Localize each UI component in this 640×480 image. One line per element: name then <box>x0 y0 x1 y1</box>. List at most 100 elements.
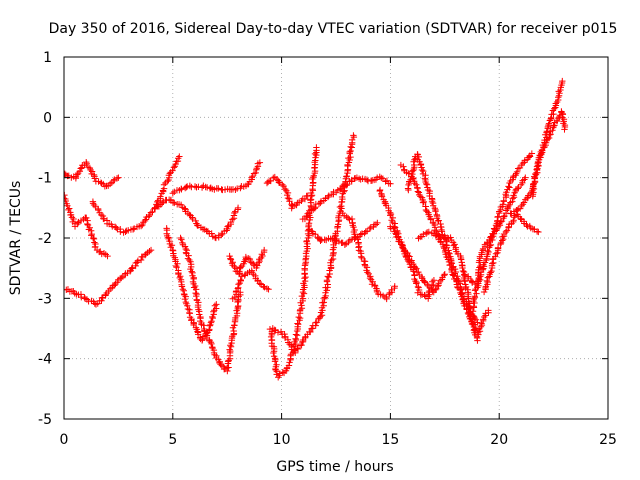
data-point <box>423 281 431 288</box>
x-tick-label: 15 <box>381 432 399 448</box>
data-point <box>451 241 458 248</box>
data-point <box>231 322 238 329</box>
data-point <box>182 298 190 306</box>
data-point <box>480 313 488 321</box>
series-arc-q <box>376 186 448 296</box>
data-point <box>309 175 316 183</box>
data-point <box>545 121 552 129</box>
chart-title: Day 350 of 2016, Sidereal Day-to-day VTE… <box>49 21 618 37</box>
y-tick-label: 1 <box>43 50 52 66</box>
series-arc-a <box>64 158 122 190</box>
y-tick-label: -5 <box>38 412 52 428</box>
data-point <box>77 165 84 172</box>
data-point <box>387 210 395 218</box>
data-point <box>520 199 528 206</box>
data-point <box>485 307 492 314</box>
data-point <box>113 224 120 231</box>
data-point <box>433 285 440 293</box>
series-arc-s <box>397 161 492 338</box>
data-point <box>552 100 560 107</box>
data-point <box>420 231 427 238</box>
data-point <box>313 144 320 151</box>
data-point <box>225 357 232 364</box>
data-point <box>459 267 467 275</box>
data-point <box>491 253 499 260</box>
data-point <box>404 257 412 265</box>
data-point <box>340 188 347 195</box>
data-point <box>378 193 386 200</box>
data-point <box>398 241 405 248</box>
data-point <box>176 153 183 160</box>
data-point <box>300 290 308 297</box>
data-point <box>366 274 374 282</box>
data-point <box>313 319 320 326</box>
data-point <box>159 199 166 207</box>
x-tick-label: 0 <box>60 432 69 448</box>
data-point <box>146 248 153 255</box>
data-point <box>84 220 91 228</box>
x-axis-label: GPS time / hours <box>276 459 393 475</box>
data-point <box>111 176 118 183</box>
data-point <box>441 271 448 278</box>
data-point <box>91 175 98 182</box>
series-arc-g <box>177 234 244 375</box>
data-point <box>550 122 557 130</box>
data-point <box>265 286 272 293</box>
data-point <box>350 132 357 139</box>
data-point <box>134 257 142 265</box>
data-point <box>347 153 354 161</box>
data-point <box>179 286 187 293</box>
data-point <box>128 265 135 272</box>
data-point <box>435 217 442 224</box>
data-point <box>311 150 319 158</box>
data-point <box>276 370 284 377</box>
data-point <box>188 214 196 221</box>
data-point <box>336 186 344 193</box>
data-point <box>215 185 222 192</box>
data-point <box>336 203 344 211</box>
data-point <box>516 205 524 212</box>
data-point <box>294 345 301 352</box>
data-point <box>307 197 314 204</box>
data-point <box>88 230 96 238</box>
data-point <box>411 180 418 187</box>
data-point <box>357 231 364 238</box>
data-point <box>171 188 178 196</box>
data-point <box>500 197 507 204</box>
data-point <box>199 336 206 343</box>
data-point <box>248 174 256 181</box>
data-point <box>428 198 436 205</box>
data-point <box>169 190 177 197</box>
data-point <box>298 302 305 309</box>
data-point <box>550 110 557 118</box>
series-arc-i <box>229 267 272 302</box>
data-point <box>425 228 433 236</box>
data-point <box>366 225 374 232</box>
data-point <box>142 250 150 258</box>
data-point <box>279 368 286 376</box>
data-point <box>530 189 537 196</box>
data-point <box>431 205 439 212</box>
data-point <box>362 228 369 235</box>
data-point <box>490 230 498 237</box>
data-point <box>421 175 429 182</box>
data-point <box>547 115 554 123</box>
series-arc-k <box>266 144 320 381</box>
data-point <box>477 262 484 270</box>
data-point <box>191 282 199 290</box>
data-point <box>323 287 330 294</box>
y-tick-label: -2 <box>38 231 52 247</box>
data-point <box>372 221 380 228</box>
data-point <box>231 293 238 301</box>
data-point <box>425 289 432 296</box>
data-point <box>208 318 215 325</box>
data-point <box>534 160 541 167</box>
data-point <box>320 299 328 306</box>
data-point <box>227 218 235 226</box>
data-point <box>502 228 510 236</box>
data-point <box>324 193 332 201</box>
series-arc-x <box>480 211 542 296</box>
series-arc-b <box>64 191 111 260</box>
data-point <box>263 285 271 292</box>
data-point <box>494 213 502 220</box>
